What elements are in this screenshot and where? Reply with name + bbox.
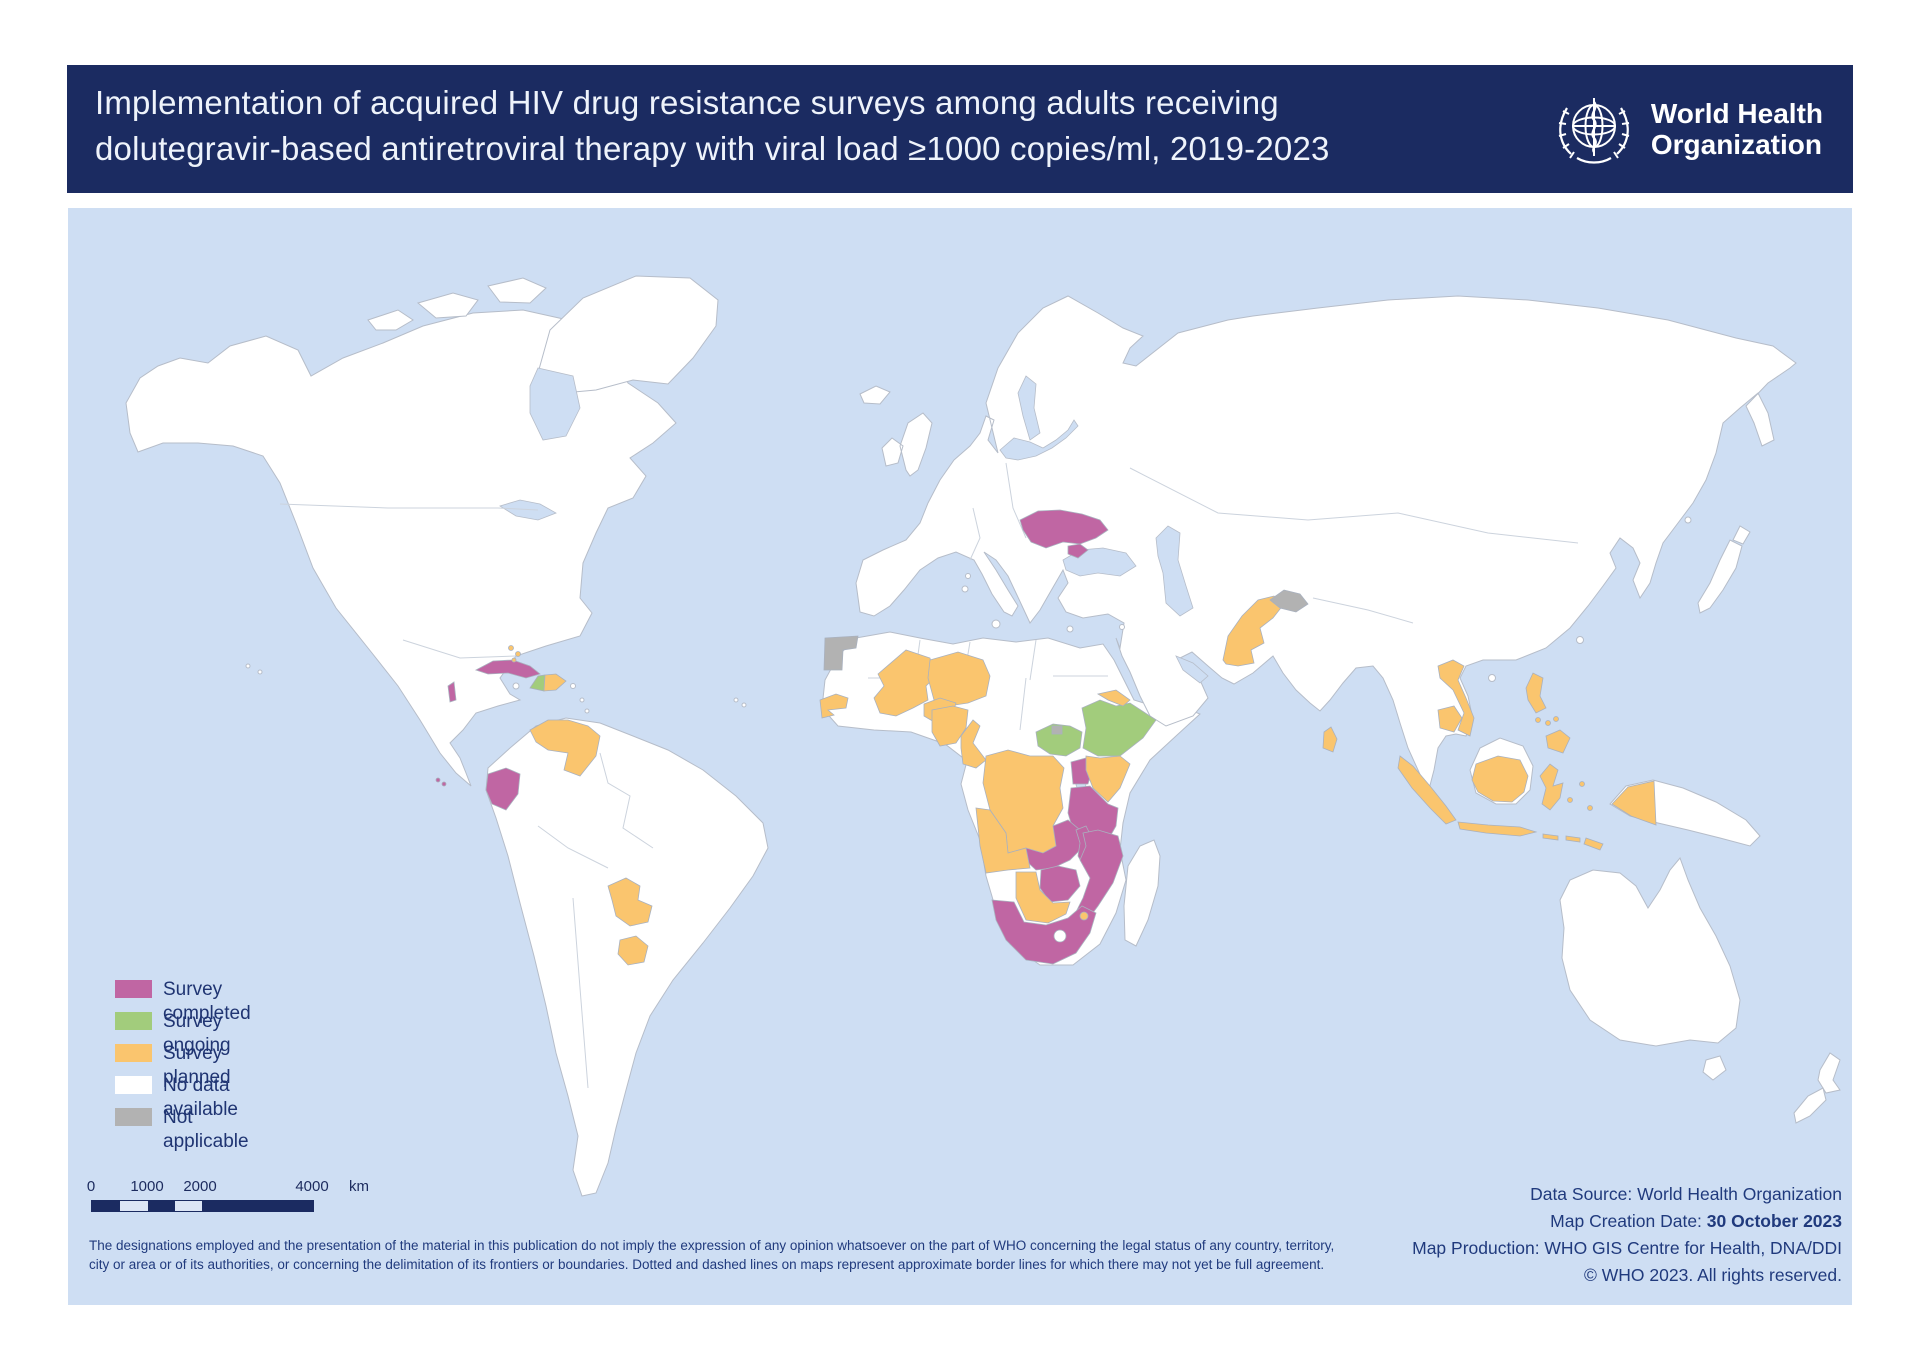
region-cambodia [1437,705,1463,733]
region-dominican-republic [543,673,567,692]
map-panel: Survey completed Survey ongoing Survey p… [68,208,1852,1305]
baltic-sea [999,375,1079,461]
legend-label: Not applicable [163,1107,249,1152]
legend-label: Survey completed [163,979,251,1024]
region-indonesia [1397,755,1657,851]
landmass-british-isles [881,412,933,477]
scale-tick-0: 0 [86,1178,96,1195]
landmass-arctic-islands [367,277,547,331]
credit-map-date-label: Map Creation Date: [1550,1211,1707,1231]
map-credits: Data Source: World Health Organization M… [1412,1181,1842,1289]
credit-production: Map Production: WHO GIS Centre for Healt… [1412,1238,1842,1258]
scale-tick-4000: 4000 [295,1178,329,1195]
region-eritrea [1096,689,1131,707]
legend-label: Survey ongoing [163,1011,231,1056]
landmass-greenland [535,275,719,394]
who-emblem-icon [1558,98,1630,164]
hudson-bay [529,367,581,441]
region-south-sudan [1035,723,1083,757]
credit-map-date: Map Creation Date: 30 October 2023 [1412,1208,1842,1235]
region-jammu-kashmir [1269,589,1309,613]
region-haiti [529,674,546,692]
who-logo-line-2: Organization [1650,129,1822,160]
landmass-eurasia [855,295,1797,795]
legend-label: No data available [163,1075,238,1120]
legend-swatch-ongoing [115,1012,152,1030]
region-paraguay [607,877,653,927]
country-borders [279,462,1579,1089]
who-logo: World Health Organization [1551,86,1823,172]
region-eswatini [1079,911,1089,921]
landmass-madagascar [1123,839,1161,947]
region-mali [873,649,935,717]
landmass-tasmania [1702,1055,1727,1081]
legend-swatch-no-data [115,1076,152,1094]
region-botswana [1015,871,1071,924]
region-lesotho [1053,929,1067,943]
credit-map-date-value: 30 October 2023 [1706,1211,1842,1231]
persian-gulf [1175,655,1209,684]
region-galapagos [435,777,447,787]
landmass-new-zealand [1793,1052,1841,1124]
legend-swatch-not-applicable [115,1108,152,1126]
legend-swatch-completed [115,980,152,998]
region-south-africa [991,899,1097,965]
title-line-1: Implementation of acquired HIV drug resi… [95,84,1279,121]
credit-data-source: Data Source: World Health Organization [1530,1184,1842,1204]
region-uruguay [617,935,649,966]
scale-bar: 0 1000 2000 4000 km [87,1178,411,1214]
disclaimer-line-2: city or area or of its authorities, or c… [89,1257,1325,1272]
disclaimer-line-1: The designations employed and the presen… [89,1238,1335,1253]
inland-waters [499,367,1209,790]
credit-copyright: © WHO 2023. All rights reserved. [1584,1265,1842,1285]
region-sri-lanka [1322,726,1338,753]
small-islands [245,516,1692,714]
region-belize [447,681,457,703]
region-ukraine [1019,509,1109,559]
landmass-iceland [859,385,891,405]
region-ecuador [485,767,521,811]
region-western-sahara [823,635,859,671]
scale-unit: km [349,1178,369,1195]
region-zimbabwe [1039,865,1081,903]
disclaimer-note: The designations employed and the presen… [89,1236,1334,1274]
landmasses [125,275,1841,1197]
region-bahamas [508,645,521,663]
scale-bar-graphic [91,1200,314,1212]
region-angola [975,807,1031,874]
title-line-2: dolutegravir-based antiretroviral therap… [95,130,1330,167]
header-bar: Implementation of acquired HIV drug resi… [67,65,1853,193]
scale-tick-1000: 1000 [130,1178,164,1195]
scale-tick-2000: 2000 [183,1178,217,1195]
legend-label: Survey planned [163,1043,231,1088]
landmass-japan [1697,525,1751,614]
who-logo-line-1: World Health [1650,98,1823,129]
landmass-australia [1559,857,1741,1047]
page-title: Implementation of acquired HIV drug resi… [95,80,1330,172]
region-abyei [1051,725,1063,735]
region-ethiopia [1081,699,1157,757]
region-senegal [819,693,849,719]
caspian-sea [1155,525,1194,617]
who-logo-text: World Health Organization [1651,98,1823,160]
region-kenya [1085,755,1131,803]
legend-swatch-planned [115,1044,152,1062]
region-philippines [1525,672,1571,754]
region-venezuela [529,719,601,777]
world-map [125,275,1841,1197]
region-pakistan [1222,595,1285,667]
status-regions [435,509,1657,966]
region-vietnam [1437,659,1475,737]
region-niger [927,651,991,707]
region-cuba [474,659,541,679]
